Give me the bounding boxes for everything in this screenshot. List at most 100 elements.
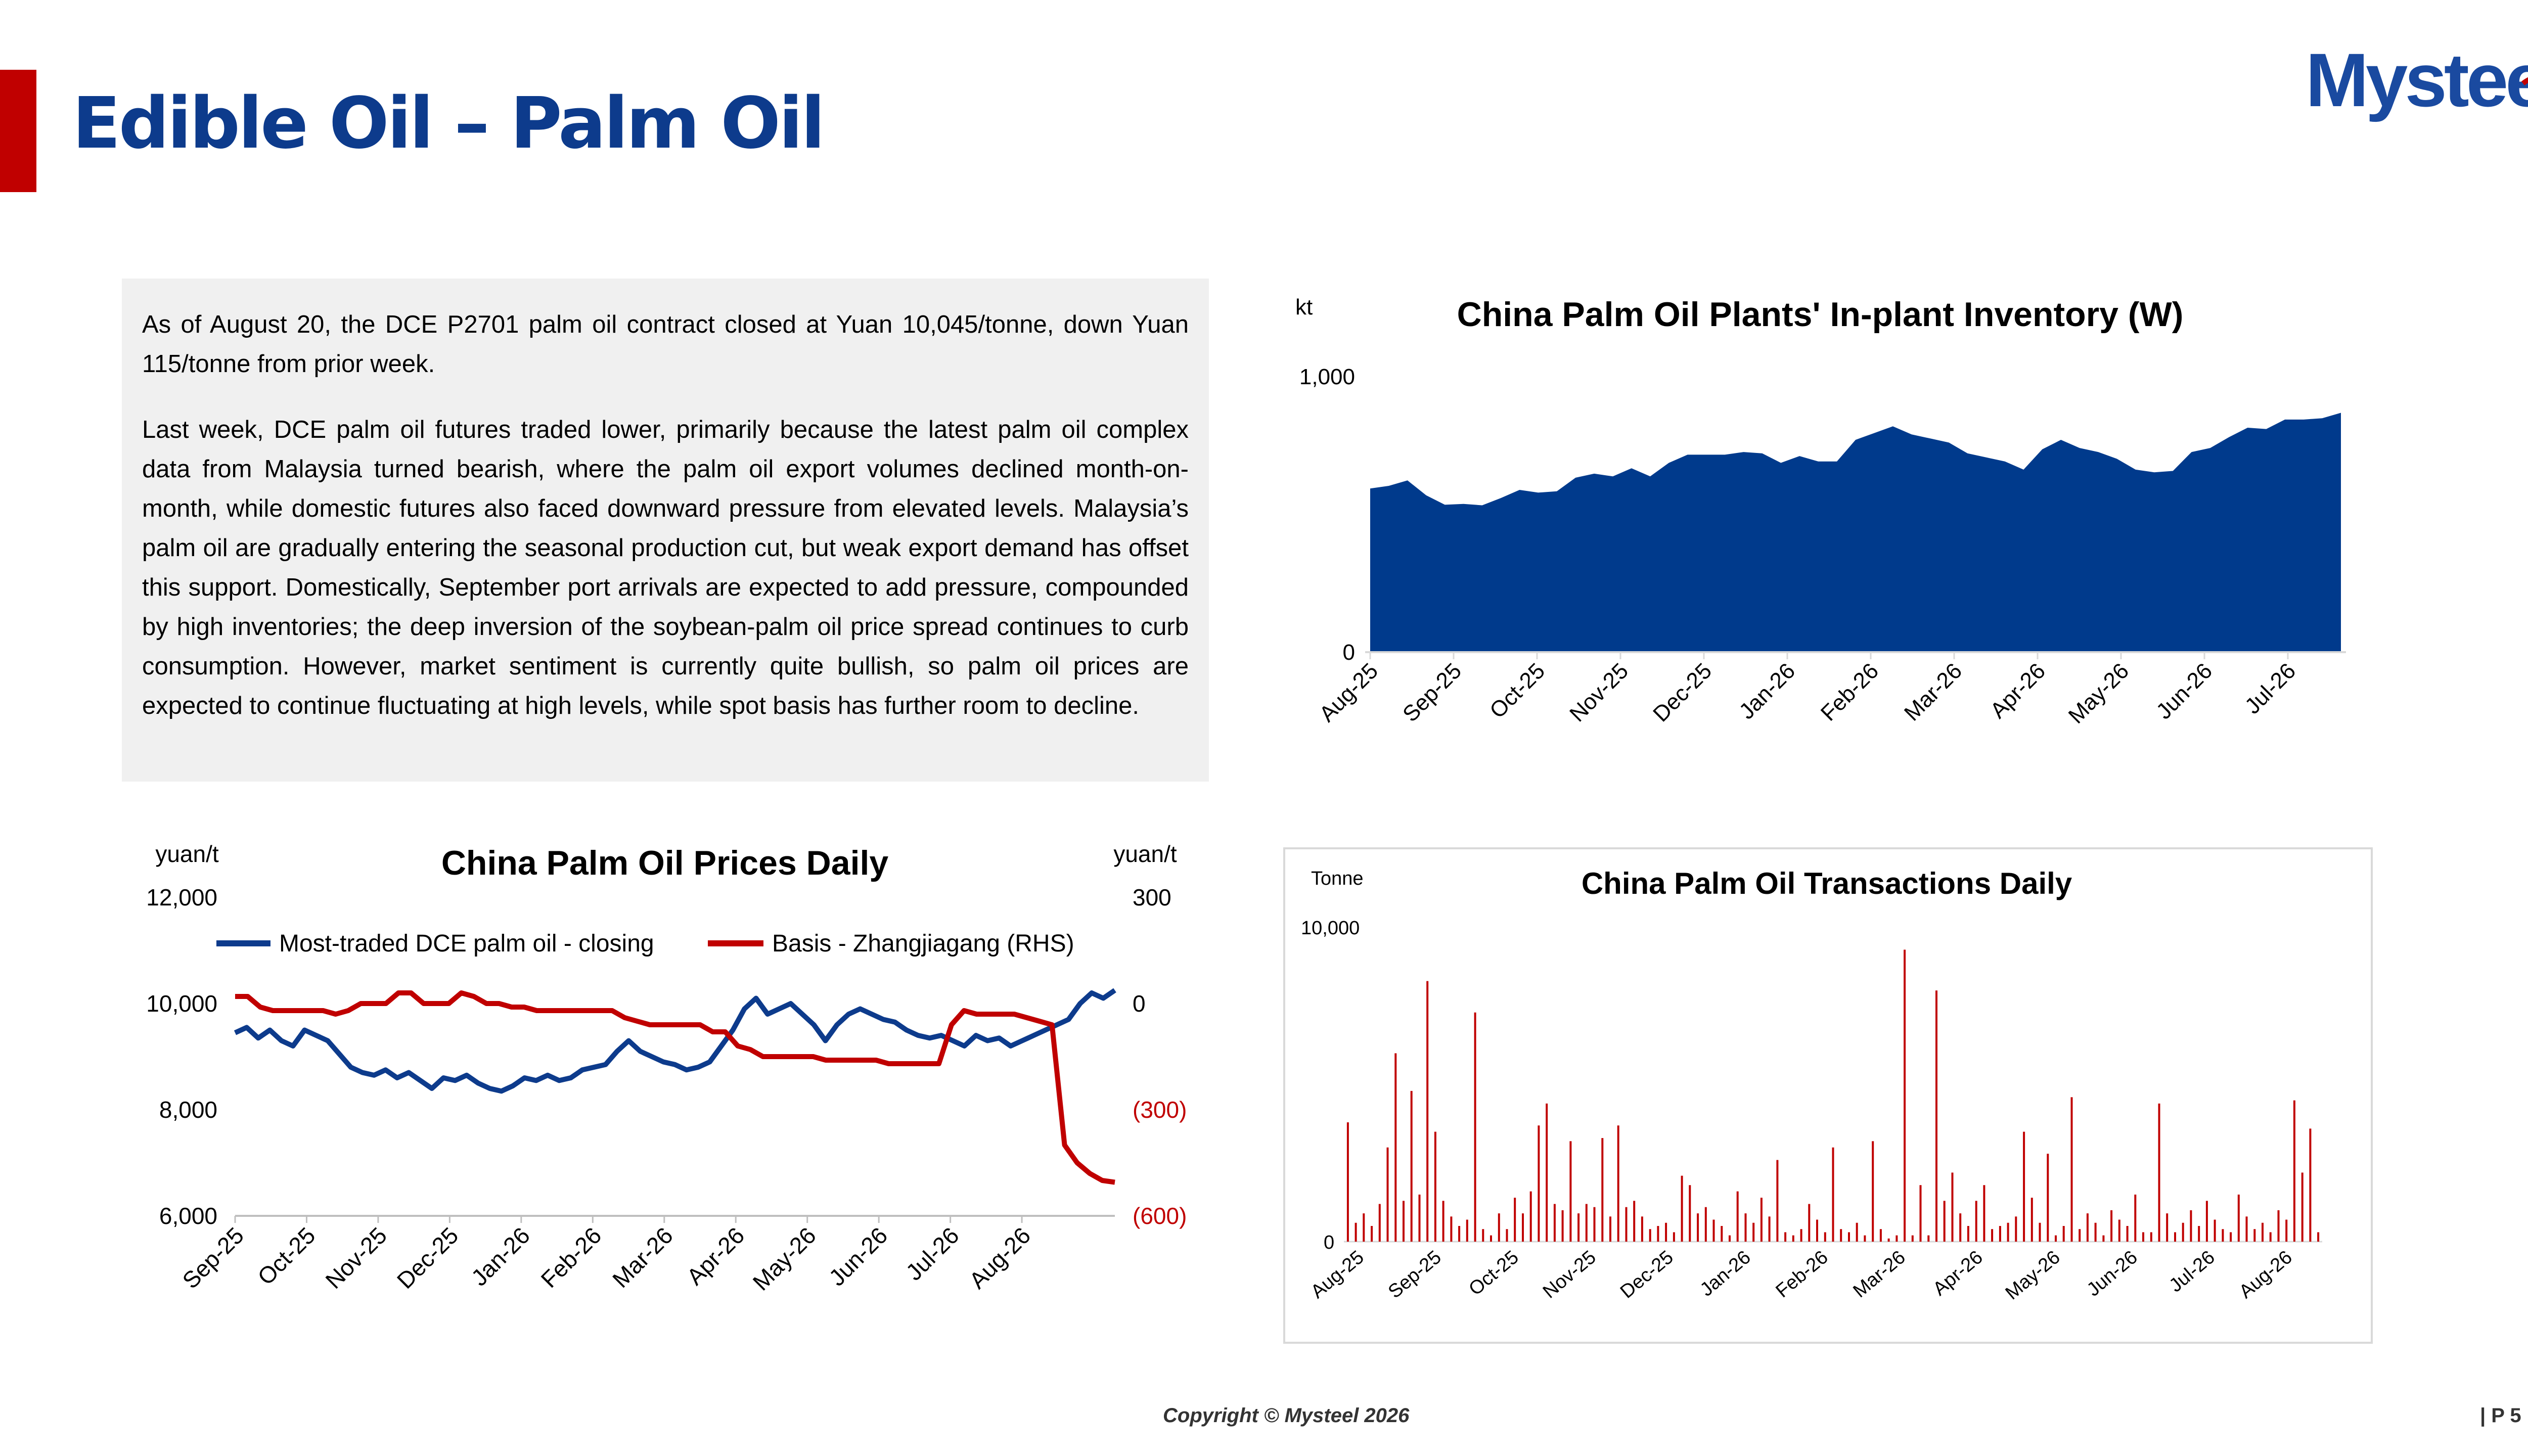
transaction-bar bbox=[1625, 1207, 1628, 1242]
transaction-bar bbox=[1410, 1090, 1413, 1242]
inventory-chart: China Palm Oil Plants' In-plant Inventor… bbox=[1295, 295, 2346, 729]
transaction-bar bbox=[1506, 1229, 1508, 1242]
transaction-bar bbox=[1927, 1235, 1930, 1242]
transaction-bar bbox=[1546, 1103, 1548, 1242]
transaction-bar bbox=[2086, 1213, 2089, 1242]
transaction-bar bbox=[1689, 1185, 1691, 1242]
transaction-bar bbox=[2262, 1222, 2264, 1242]
page-title: Edible Oil – Palm Oil bbox=[72, 82, 825, 165]
transaction-bar bbox=[1887, 1238, 1890, 1242]
copyright-text: Copyright © Mysteel 2026 bbox=[1163, 1404, 1410, 1427]
transaction-bar bbox=[1760, 1198, 1763, 1242]
x-tick-label: Jan-26 bbox=[466, 1222, 535, 1291]
transaction-bar bbox=[2055, 1235, 2057, 1242]
transaction-bar bbox=[1792, 1235, 1794, 1242]
y-tick-right-label: (600) bbox=[1133, 1203, 1187, 1229]
transaction-bar bbox=[1363, 1213, 1365, 1242]
transaction-bar bbox=[1752, 1222, 1755, 1242]
y-tick-left-label: 6,000 bbox=[159, 1203, 217, 1229]
x-tick-label: Oct-25 bbox=[252, 1222, 320, 1290]
transaction-bar bbox=[1911, 1235, 1914, 1242]
x-tick-label: Sep-25 bbox=[1384, 1247, 1446, 1303]
dce-closing-line bbox=[234, 988, 1116, 1094]
x-tick-label: Jul-26 bbox=[2165, 1247, 2219, 1297]
chart-title: China Palm Oil Prices Daily bbox=[441, 844, 889, 882]
x-tick-label: Dec-25 bbox=[392, 1222, 464, 1294]
transaction-bar bbox=[1848, 1232, 1850, 1242]
transaction-bar bbox=[1458, 1226, 1461, 1242]
transaction-bar bbox=[1561, 1210, 1564, 1242]
transaction-bar bbox=[1919, 1185, 1922, 1242]
x-tick-label: Jan-26 bbox=[1734, 658, 1800, 724]
mysteel-logo: Mysteel bbox=[2306, 51, 2528, 122]
transaction-bar bbox=[2301, 1172, 2304, 1242]
x-tick-label: Jul-26 bbox=[900, 1222, 964, 1285]
transaction-bar bbox=[2230, 1232, 2232, 1242]
transaction-bar bbox=[2158, 1103, 2160, 1242]
transaction-bar bbox=[2253, 1229, 2256, 1242]
transaction-bar bbox=[2237, 1194, 2240, 1242]
chart-title: China Palm Oil Plants' In-plant Inventor… bbox=[1457, 295, 2184, 334]
transaction-bar bbox=[1991, 1229, 1994, 1242]
transaction-bar bbox=[1490, 1235, 1492, 1242]
transaction-bar bbox=[1959, 1213, 1962, 1242]
transaction-bar bbox=[1816, 1219, 1818, 1242]
transactions-chart: China Palm Oil Transactions Daily Tonne 10… bbox=[1301, 867, 2322, 1304]
transaction-bar bbox=[1593, 1207, 1596, 1242]
x-tick-label: Apr-26 bbox=[1985, 658, 2050, 723]
transaction-bar bbox=[2150, 1232, 2152, 1242]
y-tick-left-label: 12,000 bbox=[146, 884, 217, 911]
x-tick-label: Oct-25 bbox=[1465, 1247, 1522, 1300]
transaction-bar bbox=[2126, 1226, 2129, 1242]
transaction-bar bbox=[1609, 1216, 1611, 1242]
transaction-bar bbox=[1935, 990, 1937, 1242]
transaction-bar bbox=[1736, 1191, 1739, 1242]
transaction-bar bbox=[2245, 1216, 2248, 1242]
x-tick-label: May-26 bbox=[2064, 658, 2134, 728]
x-tick-label: Nov-25 bbox=[1565, 658, 1633, 726]
transaction-bar bbox=[1943, 1201, 1946, 1242]
transaction-bar bbox=[1386, 1147, 1389, 1242]
transaction-bar bbox=[1474, 1012, 1476, 1242]
x-tick-label: Dec-25 bbox=[1648, 658, 1717, 726]
transaction-bar bbox=[1808, 1204, 1811, 1242]
transaction-bar bbox=[2007, 1222, 2009, 1242]
transaction-bar bbox=[1529, 1191, 1532, 1242]
y-axis-label: kt bbox=[1295, 295, 1313, 320]
x-tick-label: Aug-25 bbox=[1315, 658, 1383, 726]
x-tick-label: Apr-26 bbox=[682, 1222, 749, 1290]
transaction-bar bbox=[1856, 1222, 1858, 1242]
x-tick-label: May-26 bbox=[2002, 1247, 2064, 1304]
transaction-bar bbox=[1617, 1125, 1619, 1242]
transaction-bar bbox=[2182, 1222, 2184, 1242]
transaction-bar bbox=[1983, 1185, 1985, 1242]
transaction-bar bbox=[1434, 1131, 1436, 1242]
transaction-bar bbox=[2190, 1210, 2192, 1242]
transaction-bar bbox=[1577, 1213, 1580, 1242]
transaction-bar bbox=[2222, 1229, 2224, 1242]
inventory-area bbox=[1370, 413, 2341, 652]
transaction-bar bbox=[1418, 1194, 1421, 1242]
transaction-bar bbox=[2039, 1222, 2041, 1242]
transaction-bar bbox=[1864, 1235, 1866, 1242]
transaction-bar bbox=[1951, 1172, 1954, 1242]
logo-swoosh-icon bbox=[2521, 77, 2528, 86]
transaction-bar bbox=[1999, 1226, 2001, 1242]
commentary-paragraph-2: Last week, DCE palm oil futures traded l… bbox=[142, 416, 1189, 719]
transaction-bar bbox=[1721, 1226, 1723, 1242]
logo-text: Mysteel bbox=[2306, 51, 2528, 122]
x-tick-label: Aug-26 bbox=[2235, 1247, 2296, 1303]
transaction-bar bbox=[2166, 1213, 2169, 1242]
transaction-bar bbox=[1514, 1198, 1516, 1242]
basis-line bbox=[235, 990, 1115, 1185]
transaction-bar bbox=[1657, 1226, 1659, 1242]
transaction-bar bbox=[1466, 1219, 1468, 1242]
y-axis-left-label: yuan/t bbox=[155, 841, 219, 867]
transaction-bar bbox=[1378, 1204, 1381, 1242]
x-tick-label: Feb-26 bbox=[536, 1222, 607, 1293]
x-tick-label: Nov-25 bbox=[320, 1222, 392, 1294]
transaction-bar bbox=[1824, 1232, 1826, 1242]
commentary-box: As of August 20, the DCE P2701 palm oil … bbox=[122, 279, 1209, 782]
transaction-bar bbox=[1522, 1213, 1524, 1242]
transaction-bar bbox=[1712, 1219, 1715, 1242]
